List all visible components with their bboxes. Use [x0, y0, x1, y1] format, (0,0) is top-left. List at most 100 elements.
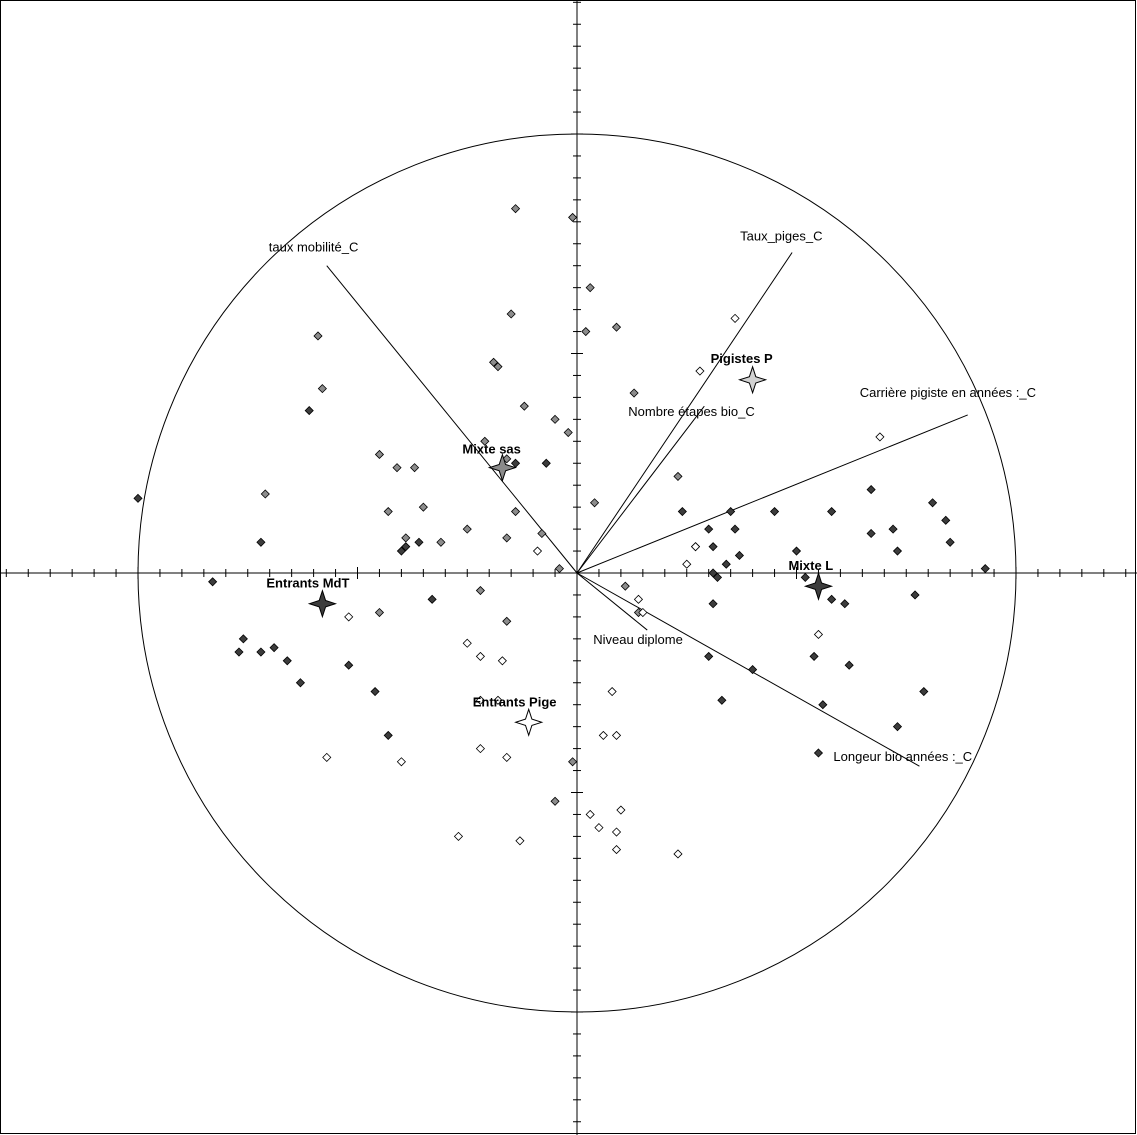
- data-point: [769, 506, 780, 517]
- data-point: [282, 656, 292, 666]
- data-point: [550, 796, 560, 806]
- data-point: [704, 524, 714, 534]
- data-point: [383, 506, 393, 517]
- data-point: [541, 458, 551, 468]
- data-point: [598, 730, 608, 740]
- data-point: [611, 827, 622, 837]
- data-point: [401, 542, 411, 552]
- data-point: [537, 528, 547, 539]
- variable-vector: [576, 252, 793, 574]
- data-point: [791, 546, 802, 556]
- data-point: [708, 542, 718, 552]
- data-point: [344, 660, 354, 670]
- data-point: [941, 515, 951, 525]
- data-point: [295, 678, 305, 688]
- data-point: [568, 212, 578, 222]
- data-point: [844, 660, 854, 670]
- data-point: [317, 384, 327, 394]
- data-point: [453, 831, 464, 841]
- data-point: [475, 651, 485, 661]
- centroid-label: Mixte L: [788, 558, 833, 573]
- data-point: [708, 568, 718, 578]
- data-point: [919, 686, 929, 697]
- data-point: [840, 599, 850, 609]
- data-point: [410, 463, 420, 473]
- data-point: [712, 572, 723, 582]
- data-point: [436, 537, 446, 547]
- variable-label: Taux_piges_C: [740, 229, 822, 244]
- data-point: [370, 686, 380, 697]
- data-point: [506, 309, 516, 319]
- data-point: [928, 498, 938, 508]
- data-point: [611, 845, 622, 855]
- data-point: [827, 506, 837, 517]
- variable-label: Niveau diplome: [593, 632, 683, 647]
- data-point: [322, 752, 332, 762]
- data-point: [550, 414, 560, 424]
- data-point: [563, 427, 573, 438]
- variable-vector: [576, 405, 705, 574]
- data-point: [748, 665, 758, 675]
- data-point: [611, 730, 622, 740]
- centroid-marker: [803, 571, 834, 601]
- centroid-marker: [307, 589, 338, 619]
- data-point: [721, 559, 731, 569]
- data-point: [260, 489, 270, 499]
- data-point: [616, 805, 626, 815]
- variable-vector: [326, 265, 578, 574]
- data-point: [502, 752, 512, 762]
- data-point: [462, 524, 472, 534]
- data-point: [730, 313, 740, 323]
- data-point: [208, 577, 218, 587]
- data-point: [866, 528, 876, 539]
- data-point: [888, 524, 898, 534]
- data-point: [726, 506, 736, 517]
- variable-label: Carrière pigiste en années :_C: [860, 385, 1036, 400]
- data-point: [493, 695, 503, 705]
- data-point: [585, 809, 595, 820]
- data-point: [875, 432, 885, 442]
- data-point: [519, 401, 529, 411]
- data-point: [734, 550, 744, 561]
- variable-vector: [576, 572, 648, 631]
- variable-label: Nombre étapes bio_C: [628, 404, 754, 419]
- data-point: [892, 546, 903, 556]
- data-point: [673, 849, 683, 859]
- data-point: [374, 607, 385, 618]
- data-point: [256, 647, 266, 657]
- data-point: [256, 537, 266, 547]
- data-point: [554, 564, 565, 574]
- data-point: [800, 572, 810, 582]
- data-point: [813, 629, 824, 640]
- data-point: [269, 643, 279, 653]
- data-point: [238, 634, 248, 644]
- centroid-marker: [487, 452, 518, 483]
- data-point: [633, 594, 644, 604]
- data-point: [607, 686, 617, 697]
- data-point: [568, 757, 578, 767]
- data-point: [910, 590, 920, 600]
- data-point: [502, 616, 512, 626]
- data-point: [475, 744, 485, 754]
- data-point: [396, 546, 406, 556]
- data-point: [313, 331, 323, 341]
- data-point: [682, 559, 692, 569]
- data-point: [497, 656, 507, 666]
- data-point: [414, 537, 424, 547]
- data-point: [638, 607, 648, 618]
- variable-vector: [576, 414, 968, 574]
- data-point: [532, 546, 543, 556]
- data-point: [892, 722, 903, 732]
- data-point: [695, 366, 705, 376]
- data-point: [480, 436, 490, 446]
- data-point: [133, 493, 143, 503]
- data-point: [704, 651, 714, 661]
- data-point: [827, 594, 837, 604]
- data-point: [581, 326, 591, 337]
- data-point: [374, 449, 385, 460]
- data-point: [515, 836, 525, 846]
- data-point: [418, 502, 428, 512]
- data-point: [690, 542, 701, 552]
- data-point: [475, 585, 485, 596]
